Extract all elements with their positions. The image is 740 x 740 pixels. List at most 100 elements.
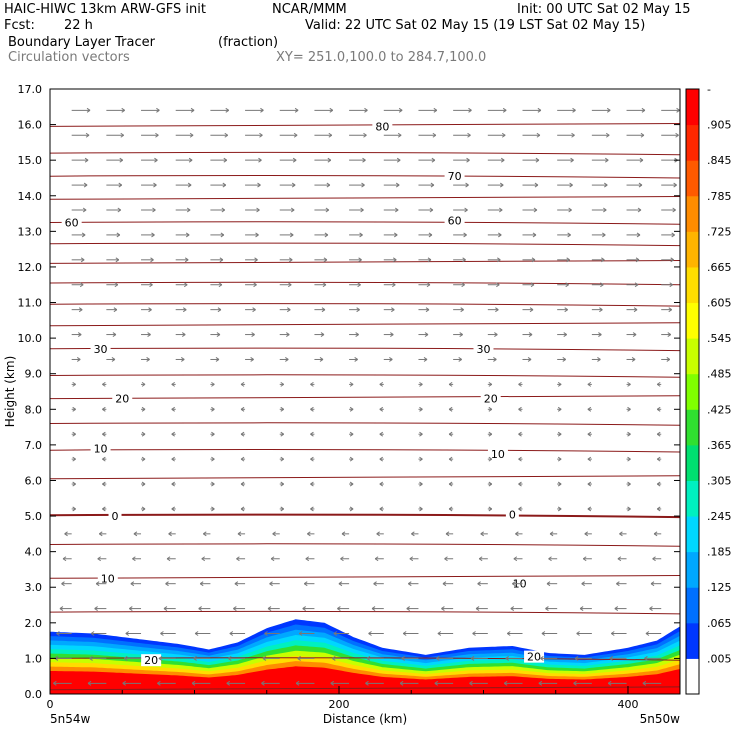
colorbar-label: .665	[707, 261, 732, 274]
vector-head	[557, 406, 562, 412]
vector-head	[240, 431, 245, 437]
vector-head	[581, 581, 585, 587]
vector-head	[223, 157, 228, 163]
vector-head	[502, 107, 507, 113]
vector-head	[563, 332, 567, 337]
vector-head	[211, 431, 215, 437]
vector-head	[163, 606, 168, 612]
vector-head	[488, 381, 493, 387]
vector-head	[669, 282, 673, 288]
vector-head	[151, 232, 155, 238]
vector-head	[338, 581, 343, 587]
vector-head	[199, 581, 204, 587]
vector-head	[102, 431, 106, 437]
vector-head	[399, 680, 404, 686]
vector-head	[319, 357, 324, 362]
vector-head	[225, 107, 230, 113]
vector-head	[627, 431, 631, 437]
x-end-label-left: 5n54w	[50, 712, 91, 726]
vector-head	[141, 406, 146, 412]
contour-label-7: 20	[484, 393, 498, 406]
vector-head	[604, 182, 608, 188]
vector-head	[256, 207, 260, 213]
vector-head	[379, 431, 384, 437]
vector-head	[459, 332, 463, 337]
vector-head	[363, 132, 367, 138]
vector-head	[72, 431, 76, 437]
vector-head	[426, 282, 431, 288]
contour-line-2	[49, 610, 681, 615]
contour-label-10: 0	[112, 510, 119, 523]
vector-head	[536, 132, 541, 138]
vector-head	[156, 107, 160, 113]
vector-head	[310, 456, 314, 462]
vector-head	[503, 680, 508, 686]
vector-head	[499, 182, 504, 188]
vector-head	[217, 307, 222, 313]
vector-head	[226, 680, 231, 686]
vector-head	[565, 282, 569, 288]
vector-head	[598, 332, 602, 337]
vector-head	[373, 581, 377, 587]
vector-head	[513, 556, 518, 562]
vector-head	[390, 332, 394, 337]
vector-head	[394, 207, 399, 213]
vector-head	[291, 182, 296, 188]
colorbar-label: .425	[707, 403, 732, 416]
vector-head	[379, 381, 384, 387]
contour-line-17	[49, 221, 681, 225]
contour-label-11: 0	[509, 508, 516, 521]
y-tick-label: 10.0	[18, 332, 43, 345]
contour-line-9	[49, 395, 681, 400]
y-tick-label: 3.0	[25, 581, 43, 594]
vector-head	[493, 357, 497, 362]
vector-head	[154, 157, 158, 163]
vector-head	[429, 207, 434, 213]
vector-head	[498, 207, 503, 213]
colorbar-segment	[686, 124, 699, 161]
vector-head	[470, 655, 475, 661]
vector-head	[488, 406, 493, 412]
vector-head	[72, 506, 76, 512]
model-title: HAIC-HIWC 13km ARW-GFS init	[4, 2, 206, 17]
vector-head	[165, 581, 169, 587]
vector-head	[56, 631, 60, 636]
plot-frame	[49, 88, 681, 695]
field-units: (fraction)	[218, 35, 279, 50]
vector-head	[518, 381, 522, 387]
vector-head	[362, 157, 366, 163]
vector-head	[120, 132, 125, 138]
y-axis-label: Height (km)	[3, 356, 17, 427]
vector-head	[262, 655, 267, 661]
vector-head	[368, 631, 372, 636]
vector-head	[448, 506, 453, 512]
vector-head	[533, 207, 538, 213]
vector-head	[506, 631, 511, 636]
vector-head	[666, 357, 671, 362]
contour-line-10	[49, 374, 681, 378]
contour-line-18	[49, 196, 681, 200]
vector-head	[557, 456, 562, 462]
vector-head	[327, 157, 332, 163]
vector-head	[216, 332, 221, 337]
vector-head	[534, 182, 539, 188]
vector-head	[645, 631, 650, 636]
colorbar-segment	[686, 195, 699, 232]
vector-head	[289, 232, 294, 238]
contour-label-5: 30	[476, 343, 490, 356]
vector-head	[280, 456, 285, 462]
vector-head	[567, 232, 571, 238]
contour-line-3	[49, 575, 681, 579]
vector-head	[401, 655, 405, 661]
vector-head	[222, 182, 227, 188]
contour-line-21	[49, 123, 681, 127]
vector-head	[627, 481, 631, 487]
contour-line-5	[49, 513, 681, 519]
vector-head	[349, 431, 354, 437]
vector-head	[433, 107, 438, 113]
vector-head	[545, 606, 549, 612]
vector-head	[285, 357, 289, 362]
vector-head	[568, 207, 572, 213]
vector-head	[280, 481, 285, 487]
contour-label-bg-5	[473, 342, 494, 355]
